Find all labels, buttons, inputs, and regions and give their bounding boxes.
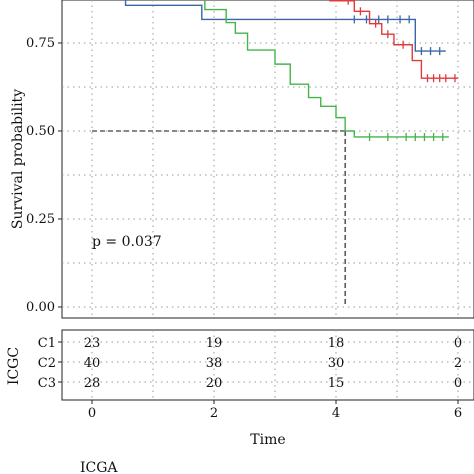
risk-count: 23 bbox=[84, 336, 101, 351]
y-tick-label: 0.75 bbox=[26, 36, 55, 51]
series-1 bbox=[329, 0, 458, 83]
y-tick-label: 0.25 bbox=[26, 212, 55, 227]
risk-row-label-c2: C2 bbox=[38, 356, 56, 371]
risk-table-gridlines bbox=[62, 330, 474, 400]
x-tick-label: 2 bbox=[210, 406, 218, 421]
x-axis-ticks: 0 2 4 6 bbox=[88, 400, 462, 421]
survival-curves bbox=[124, 0, 458, 141]
y-axis-ticks: 0.00 0.25 0.50 0.75 bbox=[26, 36, 62, 315]
x-tick-label: 6 bbox=[454, 406, 462, 421]
footer-caption: ICGA bbox=[80, 460, 118, 474]
risk-count: 0 bbox=[454, 376, 462, 391]
risk-count: 30 bbox=[328, 356, 345, 371]
x-tick-label: 4 bbox=[332, 406, 340, 421]
risk-count: 15 bbox=[328, 376, 345, 391]
risk-row-label-c3: C3 bbox=[38, 376, 56, 391]
survival-curve-line bbox=[124, 0, 446, 52]
risk-count: 18 bbox=[328, 336, 345, 351]
risk-count: 20 bbox=[206, 376, 223, 391]
risk-count: 40 bbox=[84, 356, 101, 371]
series-0 bbox=[124, 0, 446, 56]
risk-table-group-label: ICGC bbox=[6, 347, 22, 385]
risk-table-rows: C1 23 19 18 0 C2 40 38 30 2 C3 28 20 15 0 bbox=[38, 336, 462, 391]
p-value-annotation: p = 0.037 bbox=[92, 234, 162, 250]
y-tick-label: 0.50 bbox=[26, 124, 55, 139]
x-axis-label: Time bbox=[250, 432, 285, 448]
y-tick-label: 0.00 bbox=[26, 300, 55, 315]
survival-curve-line bbox=[329, 0, 458, 79]
survival-plot-panel: 0.00 0.25 0.50 0.75 Survival probability p … bbox=[10, 0, 474, 319]
median-reference-lines bbox=[92, 130, 346, 307]
risk-count: 28 bbox=[84, 376, 101, 391]
risk-row-label-c1: C1 bbox=[38, 336, 56, 351]
survival-curve-line bbox=[204, 0, 449, 138]
risk-count: 2 bbox=[454, 356, 462, 371]
risk-count: 19 bbox=[206, 336, 223, 351]
y-axis-label: Survival probability bbox=[10, 89, 26, 229]
risk-table-panel: C1 23 19 18 0 C2 40 38 30 2 C3 28 20 15 0 ICGC 0 2 4 6 Ti… bbox=[6, 329, 474, 448]
risk-count: 0 bbox=[454, 336, 462, 351]
plot-frame bbox=[61, 0, 474, 319]
risk-count: 38 bbox=[206, 356, 223, 371]
x-tick-label: 0 bbox=[88, 406, 96, 421]
plot-gridlines bbox=[62, 0, 474, 318]
risk-table-frame bbox=[61, 329, 474, 401]
series-2 bbox=[204, 0, 449, 141]
